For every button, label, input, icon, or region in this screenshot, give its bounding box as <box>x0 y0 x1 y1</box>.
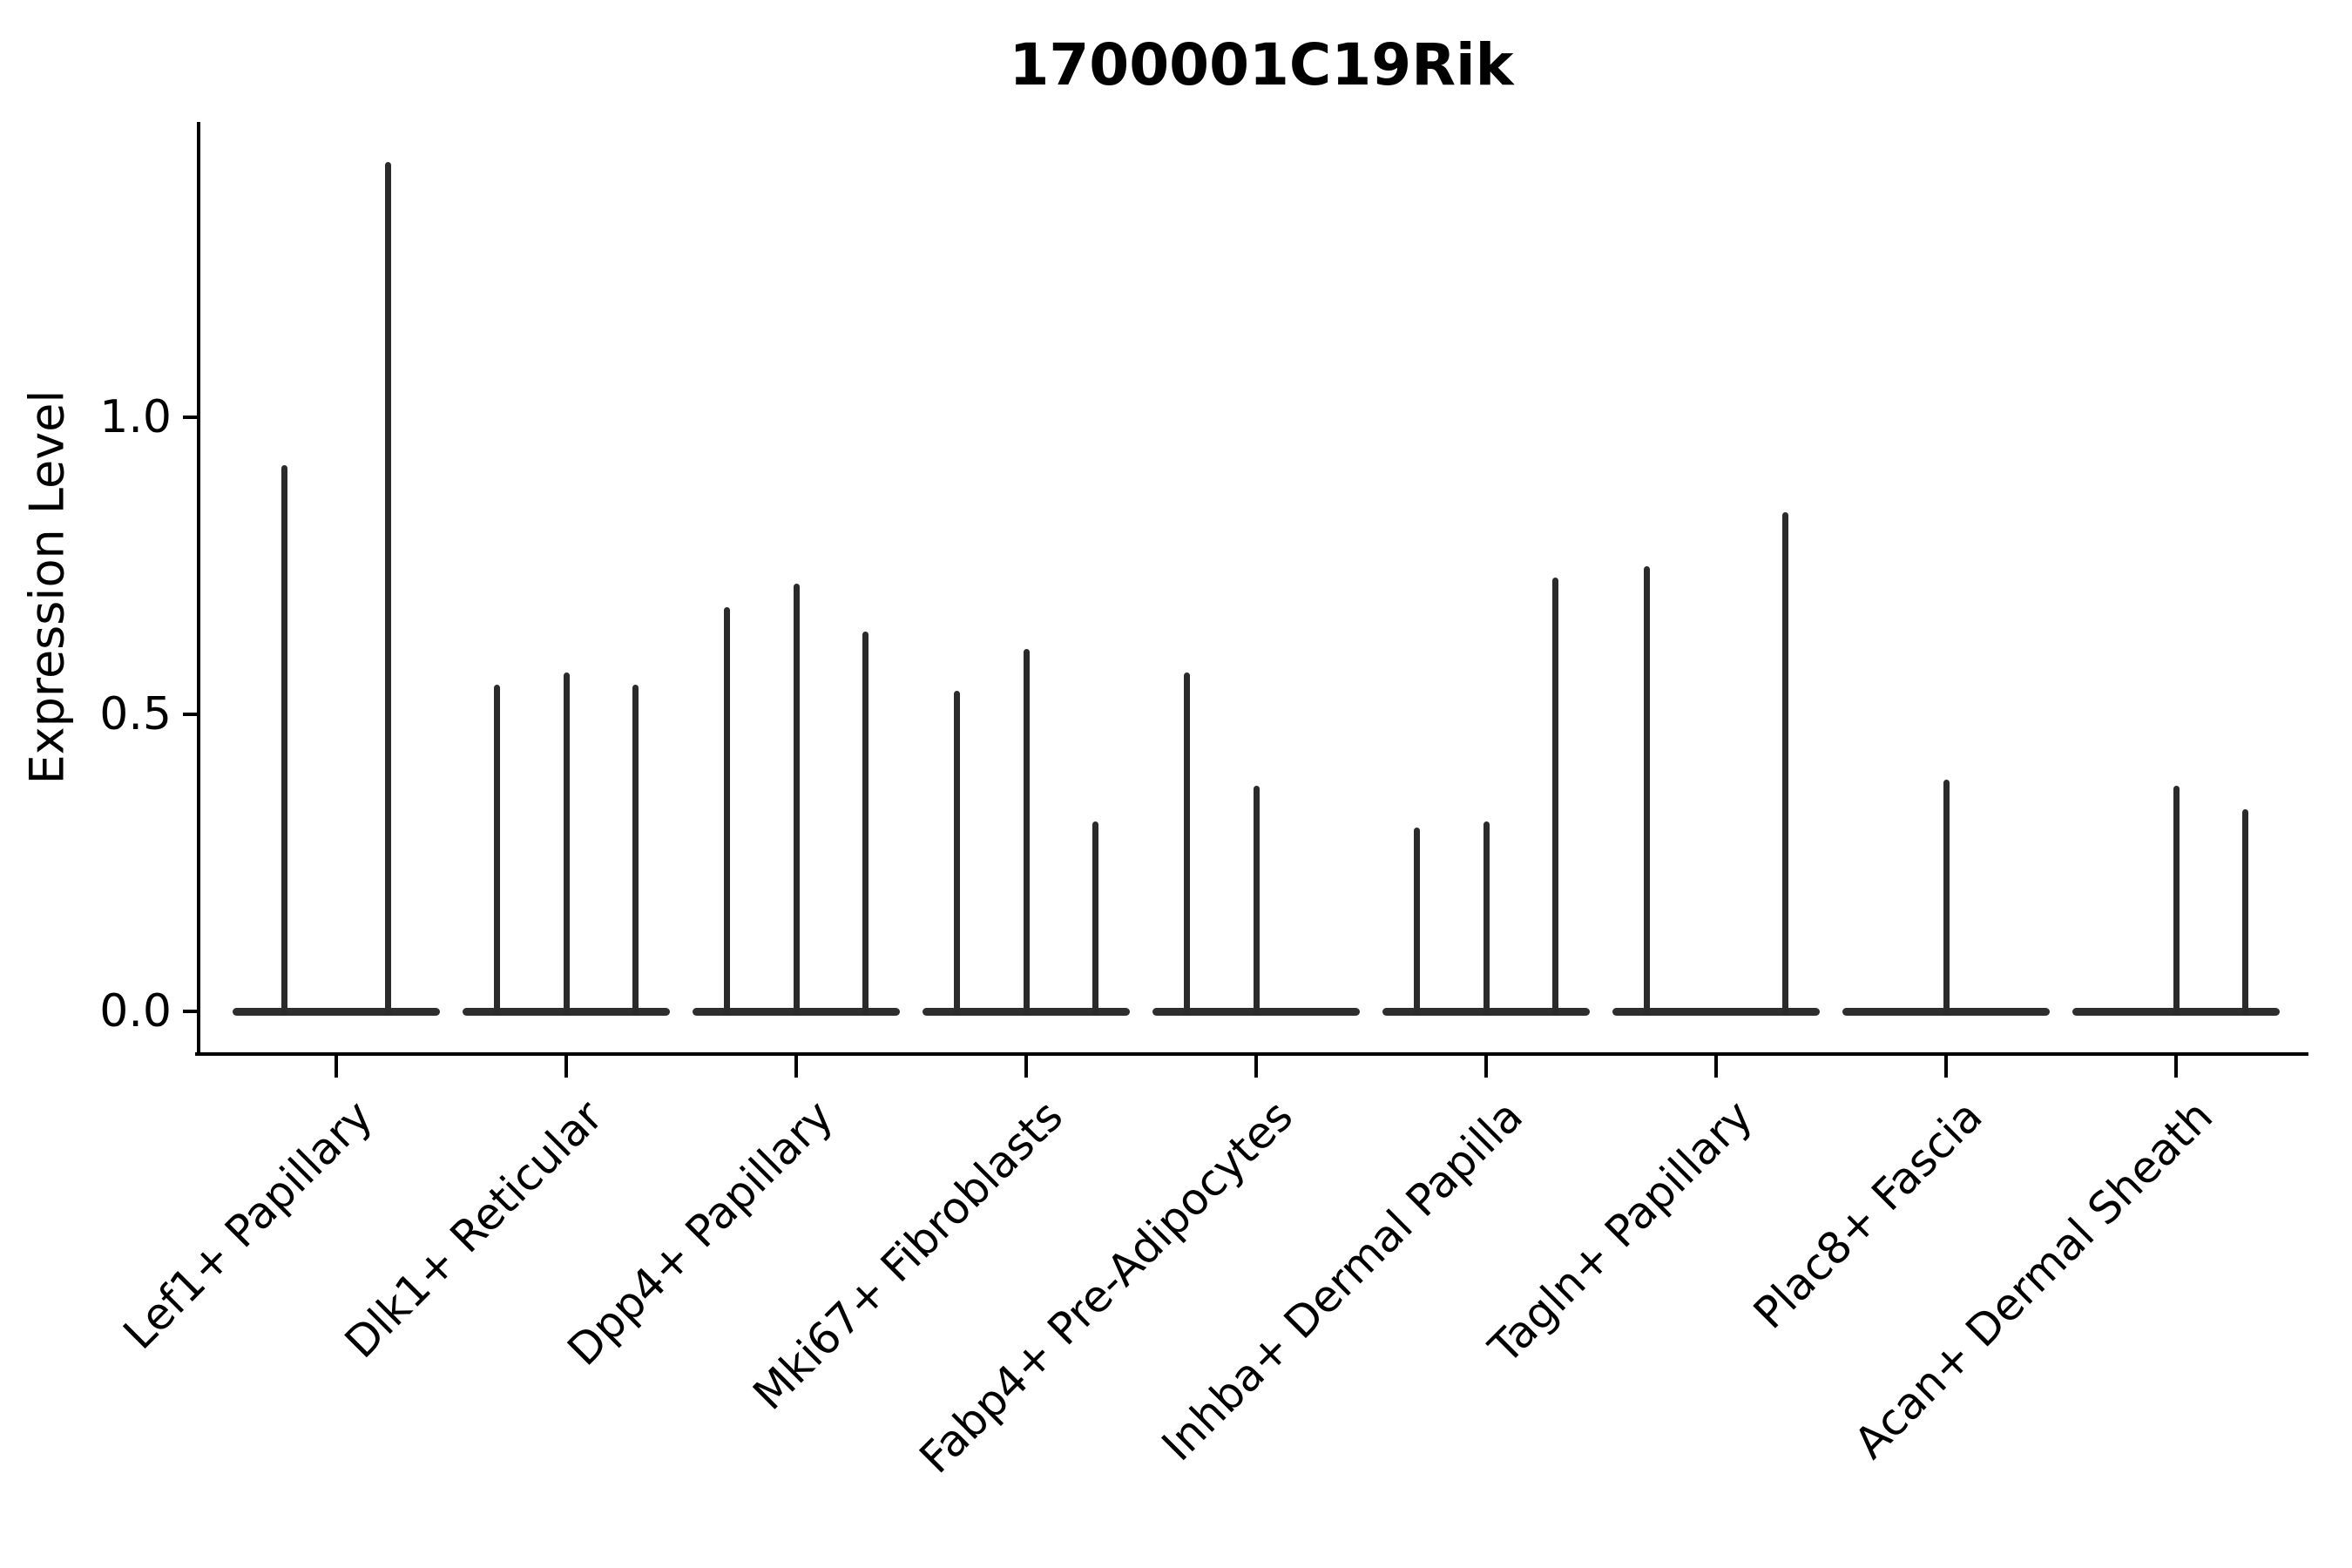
x-tick-mark <box>1024 1055 1028 1078</box>
plot-title: 1700001C19Rik <box>1009 31 1514 98</box>
x-tick-mark <box>2174 1055 2178 1078</box>
violin-spike <box>632 684 639 1016</box>
violin-spike <box>1253 785 1260 1016</box>
violin-spike <box>1092 821 1098 1016</box>
violin-spike <box>1023 648 1030 1016</box>
violin-spike <box>563 672 570 1016</box>
x-tick-mark <box>1944 1055 1948 1078</box>
violin-spike <box>1414 827 1421 1016</box>
violin-spike <box>1943 780 1950 1016</box>
violin-spike <box>1644 565 1651 1016</box>
y-tick-mark <box>183 713 198 716</box>
violin-spike <box>2173 785 2180 1016</box>
violin-spike <box>724 607 731 1016</box>
violin-body <box>233 1008 440 1016</box>
violin-spike <box>862 631 868 1016</box>
violin-spike <box>494 684 501 1016</box>
violin-spike <box>385 161 391 1016</box>
y-tick-label: 1.0 <box>99 391 172 443</box>
x-axis-spine <box>195 1052 2308 1056</box>
violin-spike <box>1551 578 1558 1016</box>
violin-spike <box>1184 672 1191 1016</box>
violin-spike <box>954 690 961 1016</box>
y-axis-spine <box>197 122 200 1056</box>
x-tick-label: Plac8+ Fascia <box>1744 1091 1993 1339</box>
x-tick-mark <box>794 1055 798 1078</box>
y-tick-label: 0.0 <box>99 985 172 1037</box>
x-tick-label: Fabp4+ Pre-Adipocytes <box>909 1091 1303 1484</box>
x-tick-mark <box>564 1055 568 1078</box>
violin-body <box>1612 1008 1820 1016</box>
x-tick-mark <box>335 1055 338 1078</box>
violin-spike <box>793 583 800 1016</box>
y-tick-mark <box>183 1010 198 1013</box>
x-tick-mark <box>1714 1055 1718 1078</box>
x-tick-mark <box>1484 1055 1488 1078</box>
y-tick-label: 0.5 <box>99 688 172 740</box>
x-tick-mark <box>1254 1055 1258 1078</box>
violin-spike <box>1483 821 1490 1016</box>
y-tick-mark <box>183 416 198 419</box>
x-tick-label: Lef1+ Papillary <box>113 1091 383 1360</box>
violin-spike <box>1781 512 1788 1016</box>
violin-spike <box>2241 809 2248 1016</box>
violin-spike <box>281 464 287 1016</box>
